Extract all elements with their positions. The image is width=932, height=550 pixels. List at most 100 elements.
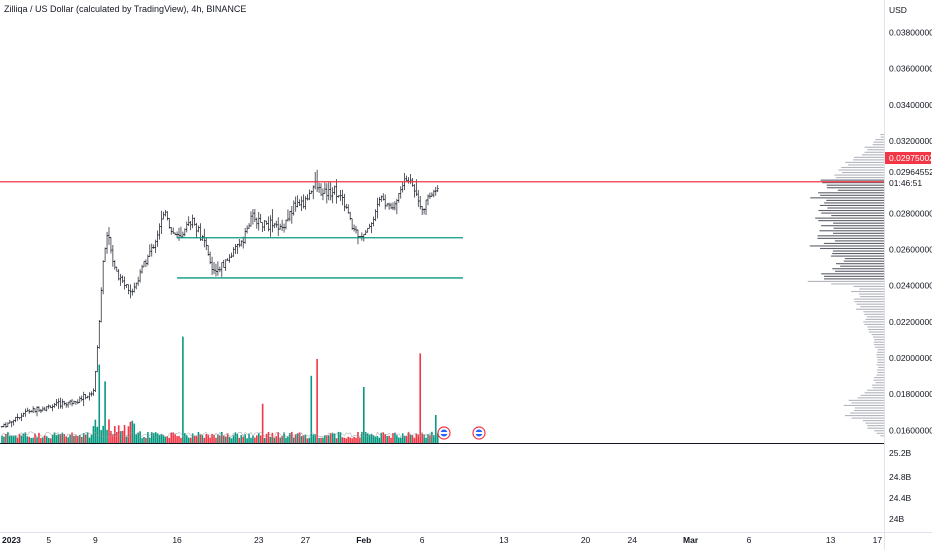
volume-bar bbox=[378, 437, 381, 443]
volume-profile-row bbox=[856, 303, 884, 305]
volume-bar bbox=[162, 435, 165, 443]
volume-bar bbox=[69, 434, 71, 443]
volume-profile-row bbox=[861, 154, 884, 156]
economic-event-icon[interactable] bbox=[437, 426, 451, 440]
volume-profile-row bbox=[807, 280, 884, 282]
volume-bar bbox=[436, 433, 439, 443]
volume-bar bbox=[217, 434, 219, 443]
volume-tick-label: 24.4B bbox=[889, 493, 912, 503]
volume-profile-row bbox=[878, 366, 884, 369]
volume-bar bbox=[411, 434, 414, 443]
horizontal-levels[interactable] bbox=[0, 181, 884, 279]
volume-bar bbox=[347, 436, 350, 443]
volume-bar bbox=[292, 437, 295, 443]
volume-profile-row bbox=[864, 151, 884, 153]
volume-bar bbox=[139, 431, 141, 443]
volume-bars bbox=[1, 336, 439, 443]
volume-profile-row bbox=[835, 177, 884, 179]
volume-bar bbox=[207, 434, 209, 443]
volume-bar bbox=[277, 432, 280, 443]
volume-bar bbox=[341, 437, 344, 443]
volume-bar bbox=[434, 415, 437, 443]
volume-bar bbox=[149, 437, 151, 443]
volume-bar bbox=[26, 436, 29, 443]
volume-profile-row bbox=[820, 247, 884, 250]
volume-bar bbox=[339, 432, 342, 443]
volume-bar bbox=[106, 429, 108, 443]
volume-profile-row bbox=[826, 187, 884, 189]
volume-bar bbox=[219, 435, 221, 443]
volume-bar bbox=[131, 420, 134, 443]
volume-profile-row bbox=[832, 253, 884, 255]
volume-bar bbox=[30, 437, 32, 443]
volume-profile-row bbox=[874, 339, 884, 341]
time-tick-label: 17 bbox=[873, 535, 883, 545]
volume-bar bbox=[327, 435, 330, 443]
event-markers[interactable] bbox=[437, 426, 486, 440]
price-tick-label: 0.02800000 bbox=[889, 208, 932, 218]
volume-bar bbox=[392, 433, 394, 443]
volume-bar bbox=[8, 435, 11, 443]
volume-profile-row bbox=[877, 351, 884, 353]
volume-bar bbox=[376, 436, 379, 443]
volume-bar bbox=[127, 426, 130, 443]
volume-bar bbox=[176, 436, 178, 443]
volume-profile-row bbox=[872, 387, 884, 389]
volume-profile-row bbox=[863, 321, 884, 323]
volume-profile-row bbox=[845, 161, 884, 163]
volume-bar bbox=[160, 433, 163, 443]
volume-profile bbox=[807, 134, 884, 437]
volume-profile-row bbox=[809, 245, 884, 247]
volume-bar bbox=[407, 431, 410, 443]
volume-bar bbox=[326, 435, 328, 443]
volume-bar bbox=[172, 432, 174, 443]
volume-bar bbox=[71, 432, 73, 443]
volume-profile-row bbox=[844, 258, 884, 260]
volume-bar bbox=[55, 435, 58, 443]
alert-price-tag[interactable]: 0.02975002 bbox=[885, 152, 932, 164]
volume-bar bbox=[425, 437, 427, 443]
volume-bar bbox=[335, 438, 338, 443]
volume-bar bbox=[34, 433, 36, 443]
time-tick-label: 24 bbox=[628, 535, 638, 545]
volume-profile-row bbox=[823, 242, 884, 244]
volume-bar bbox=[364, 432, 367, 443]
volume-bar bbox=[306, 438, 309, 443]
volume-bar bbox=[141, 438, 143, 443]
economic-event-icon[interactable] bbox=[472, 426, 486, 440]
volume-bar bbox=[108, 419, 110, 443]
volume-bar bbox=[1, 435, 3, 443]
volume-bar bbox=[296, 433, 299, 443]
time-tick-label: Mar bbox=[683, 535, 699, 545]
volume-profile-row bbox=[818, 209, 884, 212]
volume-profile-row bbox=[822, 182, 884, 184]
volume-profile-row bbox=[854, 407, 884, 409]
volume-bar bbox=[32, 437, 34, 443]
volume-profile-row bbox=[877, 349, 884, 351]
volume-bar bbox=[366, 433, 369, 443]
volume-bar bbox=[137, 432, 139, 443]
volume-profile-row bbox=[868, 328, 884, 331]
volume-profile-row bbox=[874, 430, 884, 432]
time-axis[interactable]: 2023 5 9 16 23 27 Feb 6 13 20 24 Mar 6 13 17 bbox=[2, 535, 882, 545]
volume-profile-row bbox=[840, 265, 884, 267]
volume-profile-row bbox=[877, 361, 884, 363]
volume-bar bbox=[382, 432, 385, 443]
volume-bar bbox=[252, 435, 254, 443]
volume-bar bbox=[394, 433, 396, 443]
volume-profile-row bbox=[873, 341, 884, 343]
volume-bar bbox=[361, 431, 363, 443]
time-tick-label: 13 bbox=[826, 535, 836, 545]
volume-axis[interactable]: 25.2B 24.8B 24.4B 24B bbox=[889, 448, 912, 524]
volume-bar bbox=[401, 433, 404, 443]
price-axis[interactable]: 0.03800000 0.03600000 0.03400000 0.03200000… bbox=[889, 28, 932, 436]
volume-bar bbox=[310, 375, 313, 443]
volume-bar bbox=[390, 437, 392, 443]
volume-profile-row bbox=[836, 263, 884, 265]
volume-profile-row bbox=[832, 250, 884, 252]
volume-bar bbox=[283, 432, 285, 443]
volume-bar bbox=[189, 437, 192, 443]
volume-bar bbox=[121, 430, 124, 443]
volume-profile-row bbox=[871, 334, 884, 336]
